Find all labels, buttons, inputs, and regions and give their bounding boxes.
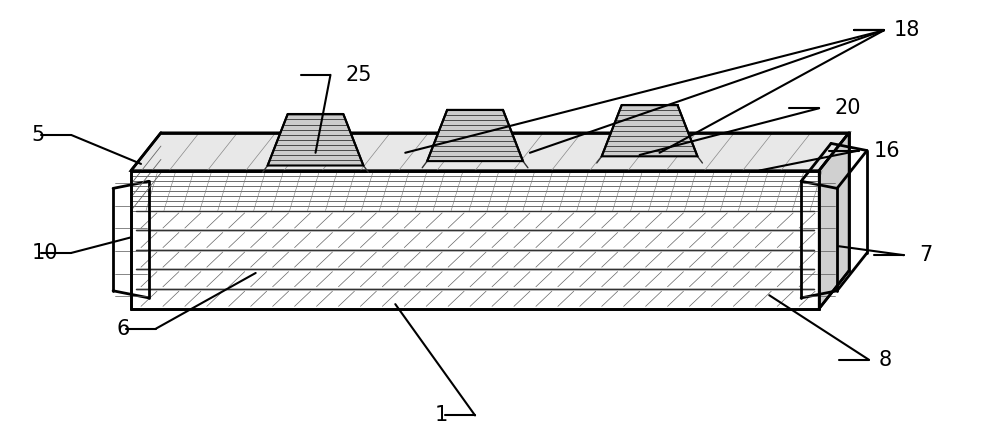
Text: 16: 16: [874, 141, 901, 160]
Polygon shape: [131, 171, 819, 309]
Polygon shape: [268, 114, 363, 165]
Polygon shape: [427, 110, 523, 161]
Text: 8: 8: [879, 350, 892, 370]
Text: 5: 5: [31, 125, 45, 145]
Polygon shape: [819, 133, 849, 309]
Text: 25: 25: [345, 65, 372, 85]
Polygon shape: [131, 133, 849, 171]
Text: 18: 18: [894, 20, 920, 40]
Text: 6: 6: [116, 319, 129, 339]
Polygon shape: [602, 105, 697, 156]
Text: 10: 10: [31, 243, 58, 263]
Text: 7: 7: [919, 245, 932, 265]
Text: 20: 20: [834, 98, 861, 118]
Text: 1: 1: [435, 405, 448, 426]
